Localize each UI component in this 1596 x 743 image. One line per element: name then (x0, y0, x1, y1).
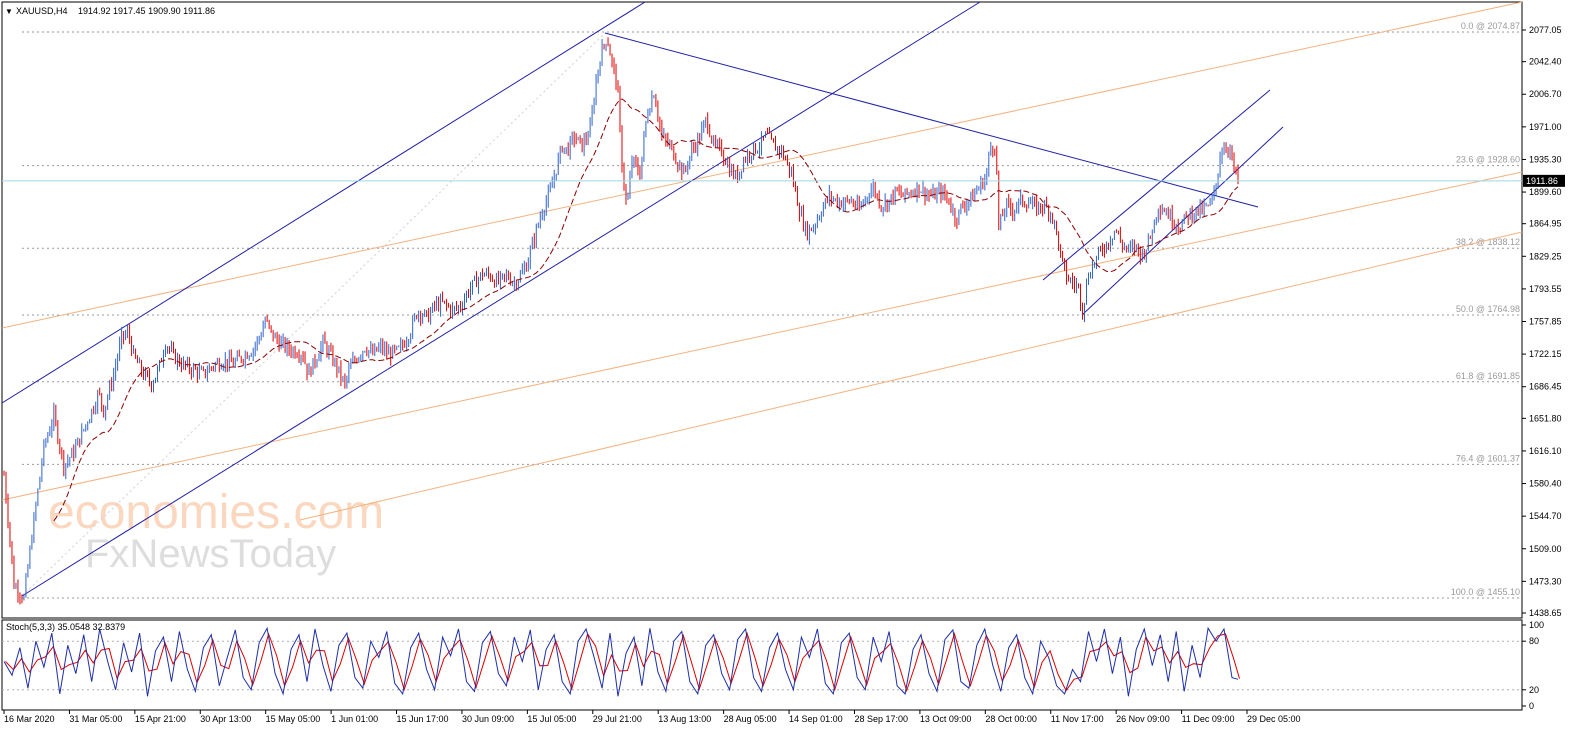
stoch-signal-line (5, 631, 1240, 693)
fib-level-label: 76.4 @ 1601.37 (1456, 453, 1520, 463)
price-tick-label: 1829.25 (1529, 251, 1562, 261)
price-tick-label: 1616.10 (1529, 446, 1562, 456)
stochastic-oscillator (2, 626, 1522, 697)
channel-line (1, 1, 646, 404)
price-tick-label: 1438.65 (1529, 608, 1562, 618)
time-tick-label: 30 Jun 09:00 (462, 714, 514, 724)
price-tick-label: 2006.70 (1529, 89, 1562, 99)
stoch-axis: 100 80 20 0 (1522, 620, 1544, 711)
stoch-label: Stoch(5,3,3) 35.0548 32.8379 (6, 622, 125, 632)
time-tick-label: 16 Mar 2020 (4, 714, 55, 724)
time-tick-label: 28 Oct 00:00 (985, 714, 1037, 724)
channel-line (21, 1, 981, 597)
watermark-economies: economies.com (48, 486, 384, 539)
stoch-main-line (3, 626, 1239, 697)
time-tick-label: 26 Nov 09:00 (1116, 714, 1170, 724)
current-price-label: 1911.86 (1526, 176, 1558, 186)
channel-line (604, 32, 1259, 208)
time-tick-label: 29 Jul 21:00 (593, 714, 642, 724)
fib-level-label: 0.0 @ 2074.87 (1461, 21, 1520, 31)
fib-fan-line (1, 171, 1523, 501)
stoch-frame (1, 619, 1523, 711)
watermark-fxnewstoday: FxNewsToday (85, 532, 336, 576)
fib-fan-lines (1, 1, 1523, 597)
fib-fan-line (299, 231, 1523, 521)
time-tick-label: 30 Apr 13:00 (200, 714, 251, 724)
price-tick-label: 1544.70 (1529, 511, 1562, 521)
fib-grid: 0.0 @ 2074.87 23.6 @ 1928.60 38.2 @ 1838.1… (22, 21, 1522, 599)
stoch-tick-label: 100 (1529, 620, 1544, 630)
price-tick-label: 1757.85 (1529, 317, 1562, 327)
price-tick-label: 1935.30 (1529, 154, 1562, 164)
fib-fan-line (1, 1, 1523, 329)
price-tick-label: 1580.40 (1529, 479, 1562, 489)
time-tick-label: 29 Dec 05:00 (1247, 714, 1301, 724)
price-tick-label: 1686.45 (1529, 382, 1562, 392)
moving-average-line (53, 98, 1239, 522)
time-tick-label: 1 Jun 01:00 (331, 714, 378, 724)
time-tick-label: 14 Sep 01:00 (789, 714, 843, 724)
price-tick-label: 1971.00 (1529, 122, 1562, 132)
fib-level-label: 50.0 @ 1764.98 (1456, 304, 1520, 314)
stoch-tick-label: 20 (1529, 685, 1539, 695)
time-tick-label: 15 Apr 21:00 (135, 714, 186, 724)
time-tick-label: 28 Aug 05:00 (724, 714, 777, 724)
time-axis: 16 Mar 2020 31 Mar 05:00 15 Apr 21:00 30 Ap… (3, 710, 1301, 724)
time-tick-label: 11 Nov 17:00 (1051, 714, 1104, 724)
chart-symbol: XAUUSD,H4 (16, 6, 68, 16)
time-tick-label: 11 Dec 09:00 (1182, 714, 1235, 724)
fib-level-label: 100.0 @ 1455.10 (1451, 587, 1520, 597)
fib-level-label: 23.6 @ 1928.60 (1456, 155, 1520, 165)
price-tick-label: 1651.80 (1529, 413, 1562, 423)
price-tick-label: 1509.00 (1529, 544, 1562, 554)
time-tick-label: 13 Aug 13:00 (658, 714, 711, 724)
fib-trendline (21, 32, 606, 597)
price-tick-label: 1473.30 (1529, 576, 1562, 586)
time-tick-label: 15 Jun 17:00 (397, 714, 449, 724)
time-tick-label: 15 May 05:00 (266, 714, 321, 724)
price-tick-label: 1899.60 (1529, 187, 1562, 197)
time-tick-label: 15 Jul 05:00 (527, 714, 576, 724)
fib-level-label: 38.2 @ 1838.12 (1456, 237, 1520, 247)
current-price-box (1523, 174, 1565, 187)
moving-average (53, 98, 1239, 522)
stoch-tick-label: 0 (1529, 701, 1534, 711)
time-tick-label: 13 Oct 09:00 (920, 714, 972, 724)
price-axis: 2077.05 2042.40 2006.70 1971.00 1935.30 1899.… (1522, 25, 1562, 618)
fib-level-label: 61.8 @ 1691.85 (1456, 371, 1520, 381)
price-tick-label: 1722.15 (1529, 349, 1562, 359)
price-tick-label: 1864.95 (1529, 219, 1562, 229)
chart-frame (1, 1, 1523, 619)
price-tick-label: 1793.55 (1529, 284, 1562, 294)
time-tick-label: 31 Mar 05:00 (69, 714, 122, 724)
price-tick-label: 2042.40 (1529, 57, 1562, 67)
ohlc-readout: 1914.92 1917.45 1909.90 1911.86 (78, 6, 215, 16)
time-tick-label: 28 Sep 17:00 (854, 714, 908, 724)
collapse-triangle-icon[interactable]: ▼ (5, 7, 13, 16)
price-tick-label: 2077.05 (1529, 25, 1562, 35)
channel-line (1042, 89, 1271, 281)
stoch-tick-label: 80 (1529, 636, 1539, 646)
trend-channel[interactable] (1, 1, 1284, 597)
